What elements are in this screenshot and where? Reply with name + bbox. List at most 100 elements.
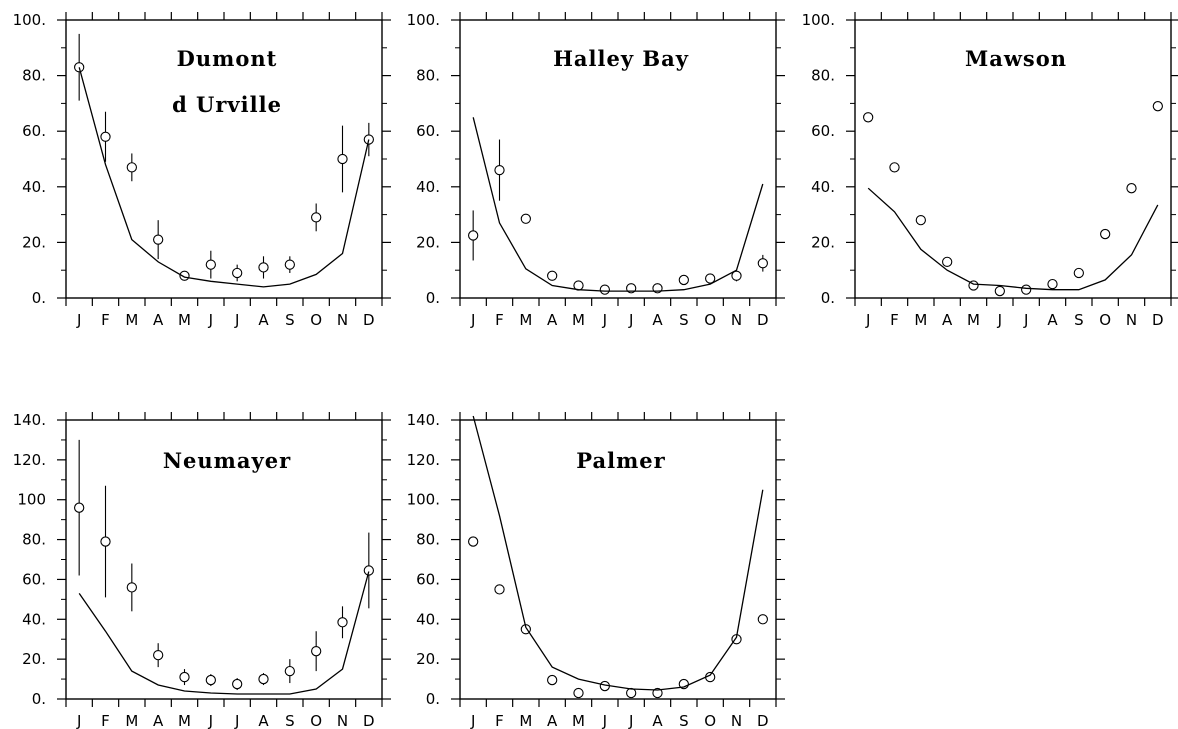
x-tick-label: N xyxy=(337,712,348,729)
y-tick-label: 100. xyxy=(802,11,835,29)
data-point xyxy=(311,646,322,657)
y-tick-label: 120. xyxy=(407,451,440,469)
data-point xyxy=(520,213,531,224)
y-tick-label: 100. xyxy=(407,11,440,29)
data-point xyxy=(284,665,295,677)
x-tick-label: S xyxy=(285,712,295,729)
data-point xyxy=(74,502,85,513)
x-tick-label: N xyxy=(337,311,348,329)
x-tick-label: J xyxy=(602,712,607,729)
x-tick-label: J xyxy=(208,712,213,729)
data-point xyxy=(626,687,637,699)
x-tick-label: J xyxy=(865,311,870,329)
x-tick-label: D xyxy=(363,311,375,329)
panel-title: d Urville xyxy=(172,92,282,117)
x-tick-label: N xyxy=(731,712,742,729)
x-tick-label: D xyxy=(757,712,769,729)
data-point xyxy=(100,536,111,547)
data-point xyxy=(205,674,216,686)
x-tick-label: F xyxy=(495,712,504,729)
x-tick-label: D xyxy=(757,311,769,329)
y-tick-label: 20. xyxy=(22,233,46,251)
x-tick-label: M xyxy=(178,712,191,729)
y-tick-label: 60. xyxy=(416,570,440,588)
data-point xyxy=(284,259,295,270)
panel-title: Mawson xyxy=(965,46,1067,71)
y-tick-label: 40. xyxy=(416,610,440,628)
y-tick-label: 20. xyxy=(22,650,46,668)
x-tick-label: J xyxy=(628,311,633,329)
x-tick-label: A xyxy=(547,311,558,329)
data-point xyxy=(573,687,584,699)
data-point xyxy=(1100,228,1111,240)
y-tick-label: 60. xyxy=(416,122,440,140)
chart-panel-3: J F M A M J J A S O N D0.20.40.60.80.100.Mawson xyxy=(802,11,1178,329)
y-tick-label: 20. xyxy=(416,233,440,251)
y-tick-label: 140. xyxy=(407,411,440,429)
x-tick-label: J xyxy=(470,712,475,729)
x-tick-label: J xyxy=(1023,311,1028,329)
panel-title: Palmer xyxy=(576,448,665,473)
data-point xyxy=(232,267,243,279)
model-line xyxy=(867,187,1159,291)
y-tick-label: 40. xyxy=(811,178,835,196)
data-point xyxy=(652,687,663,699)
y-tick-label: 0. xyxy=(821,289,835,307)
x-tick-label: A xyxy=(153,712,164,729)
x-tick-label: J xyxy=(602,311,607,329)
data-point xyxy=(1073,267,1084,279)
x-tick-label: F xyxy=(495,311,504,329)
data-point xyxy=(494,584,505,595)
data-point xyxy=(705,273,716,284)
x-tick-label: F xyxy=(101,712,110,729)
data-point xyxy=(757,614,768,625)
data-point xyxy=(126,582,137,593)
data-point xyxy=(915,215,926,226)
x-tick-label: J xyxy=(628,712,633,729)
data-point xyxy=(153,650,164,661)
data-point xyxy=(468,230,479,241)
data-point xyxy=(74,62,85,73)
data-point xyxy=(678,274,689,286)
x-tick-label: J xyxy=(997,311,1002,329)
x-tick-label: F xyxy=(890,311,899,329)
x-tick-label: J xyxy=(470,311,475,329)
y-tick-label: 0. xyxy=(426,690,440,708)
y-tick-label: 80. xyxy=(811,67,835,85)
y-tick-label: 80. xyxy=(22,67,46,85)
data-point xyxy=(1152,101,1163,112)
y-tick-label: 0. xyxy=(32,690,46,708)
x-tick-label: M xyxy=(178,311,191,329)
x-tick-label: M xyxy=(572,311,585,329)
model-line xyxy=(472,117,764,292)
panel-title: Halley Bay xyxy=(553,46,689,71)
chart-panel-5: J F M A M J J A S O N D0.20.40.60.80.100.120.140.Pa… xyxy=(407,411,785,729)
data-point xyxy=(337,617,348,628)
data-point xyxy=(494,164,505,176)
x-tick-label: O xyxy=(310,712,322,729)
data-point xyxy=(599,284,610,295)
panel-title: Dumont xyxy=(177,46,278,71)
x-tick-label: J xyxy=(234,311,239,329)
data-point xyxy=(889,162,900,173)
y-tick-label: 120. xyxy=(13,451,46,469)
x-tick-label: A xyxy=(942,311,953,329)
x-tick-label: J xyxy=(76,311,81,329)
x-tick-label: M xyxy=(572,712,585,729)
x-tick-label: F xyxy=(101,311,110,329)
data-point xyxy=(205,259,216,270)
chart-panel-4: J F M A M J J A S O N D0.20.40.60.80.100120.140.Neu… xyxy=(13,411,391,729)
x-tick-label: A xyxy=(258,712,269,729)
y-tick-label: 0. xyxy=(426,289,440,307)
x-tick-label: A xyxy=(652,311,663,329)
x-tick-label: M xyxy=(519,712,532,729)
data-point xyxy=(757,258,768,269)
y-tick-label: 60. xyxy=(22,122,46,140)
model-line xyxy=(472,415,764,691)
x-tick-label: S xyxy=(285,311,295,329)
x-tick-label: O xyxy=(704,712,716,729)
data-point xyxy=(731,270,742,281)
x-tick-label: O xyxy=(704,311,716,329)
data-point xyxy=(258,673,269,685)
